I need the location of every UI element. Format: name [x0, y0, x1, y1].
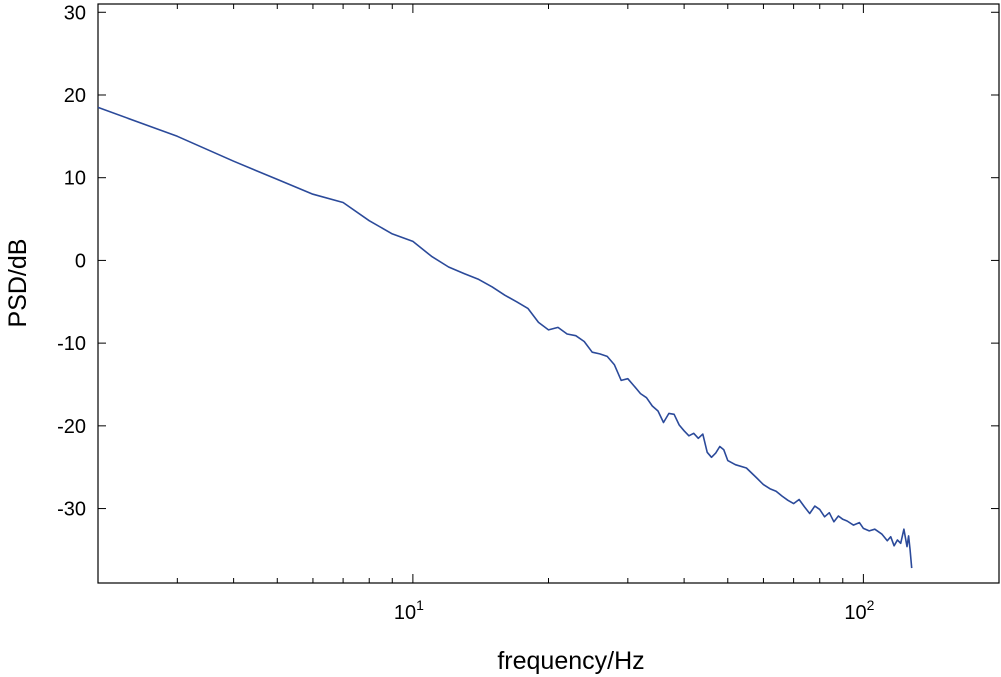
y-tick-label: 30: [64, 2, 86, 24]
x-tick-exponent: 1: [416, 597, 424, 613]
y-tick-label: 20: [64, 85, 86, 107]
y-tick-label: -20: [57, 416, 86, 438]
y-axis-ticks: 30 20 10 0 -10 -20 -30: [57, 2, 999, 521]
y-tick-label: -10: [57, 333, 86, 355]
x-tick-exponent: 2: [867, 597, 875, 613]
y-tick-label: 10: [64, 168, 86, 190]
y-tick-label: 0: [75, 250, 86, 272]
x-tick-label: 102: [844, 597, 874, 624]
y-axis-title: PSD/dB: [4, 239, 32, 328]
series-line: [97, 106, 913, 569]
x-tick-base: 10: [394, 602, 416, 624]
x-axis-ticks: 101 102: [97, 4, 1000, 624]
y-tick-label: -30: [57, 499, 86, 521]
x-axis-title: frequency/Hz: [497, 647, 644, 675]
plot-frame: [97, 3, 1000, 584]
x-tick-base: 10: [844, 602, 866, 624]
x-tick-label: 101: [394, 597, 424, 624]
